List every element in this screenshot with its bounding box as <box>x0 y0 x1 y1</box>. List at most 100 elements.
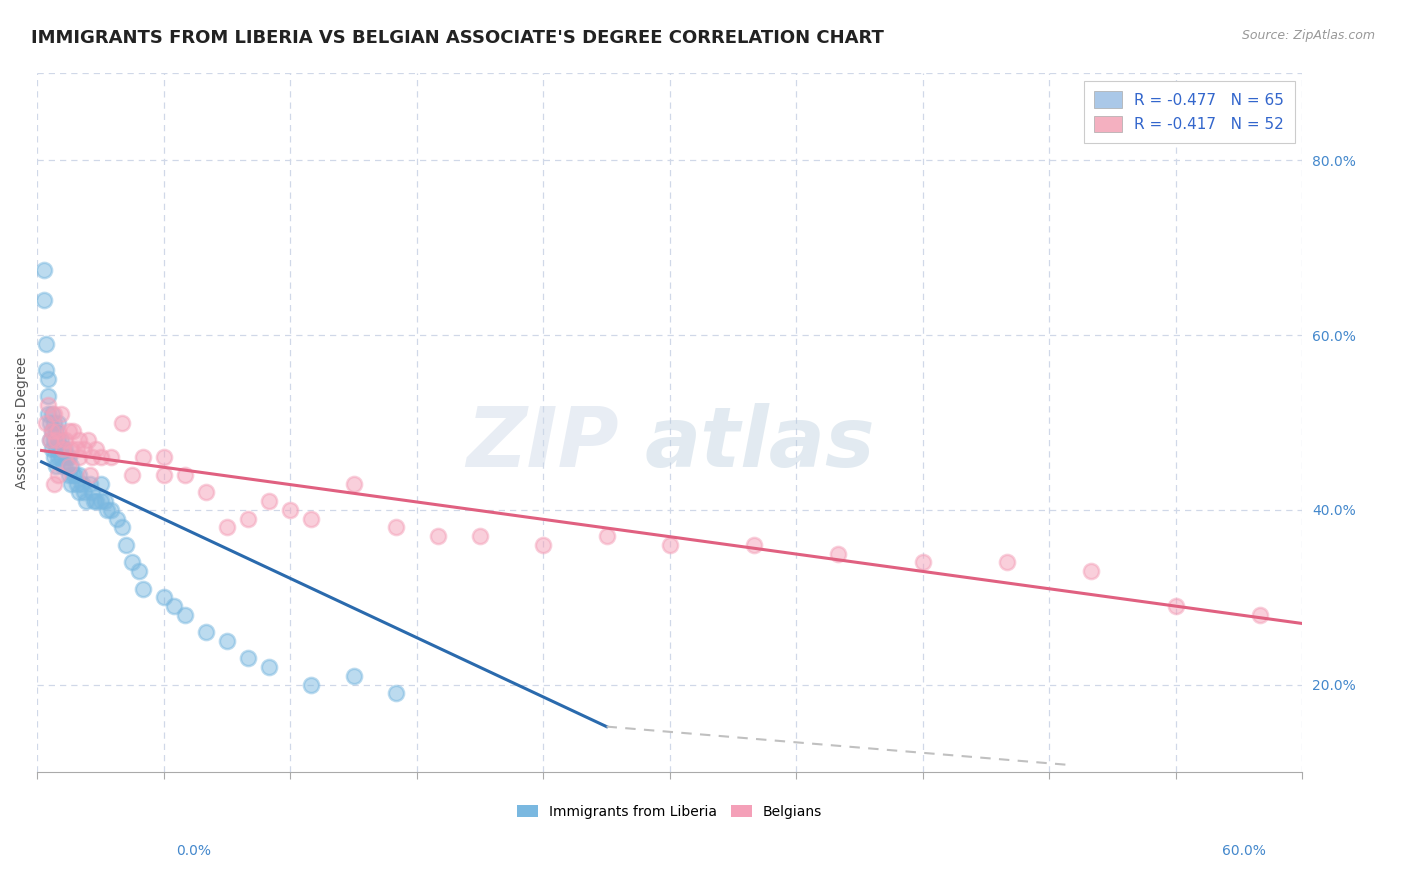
Point <box>48 416 70 430</box>
Point <box>60 459 83 474</box>
Point <box>41 424 63 438</box>
Point <box>426 529 449 543</box>
Point <box>77 433 100 447</box>
Point <box>121 467 143 482</box>
Point <box>384 686 406 700</box>
Point <box>257 660 280 674</box>
Point <box>128 564 150 578</box>
Point <box>153 591 176 605</box>
Point <box>49 407 72 421</box>
Point <box>163 599 186 613</box>
Point <box>83 494 105 508</box>
Point <box>62 424 84 438</box>
Point <box>49 433 72 447</box>
Point <box>39 433 62 447</box>
Point <box>79 476 101 491</box>
Point <box>60 442 83 456</box>
Point <box>37 372 59 386</box>
Point <box>1164 599 1187 613</box>
Point <box>58 467 80 482</box>
Point <box>62 467 84 482</box>
Point <box>1080 564 1102 578</box>
Point <box>69 433 91 447</box>
Point <box>41 442 63 456</box>
Point <box>52 442 75 456</box>
Point <box>342 476 364 491</box>
Point <box>66 442 89 456</box>
Point <box>827 547 849 561</box>
Point <box>58 450 80 465</box>
Point <box>52 442 75 456</box>
Point <box>44 433 66 447</box>
Point <box>60 476 83 491</box>
Point <box>82 450 104 465</box>
Point <box>100 503 122 517</box>
Point <box>44 416 66 430</box>
Point <box>44 407 66 421</box>
Point <box>35 416 58 430</box>
Point <box>79 467 101 482</box>
Point <box>58 459 80 474</box>
Point <box>153 450 176 465</box>
Point <box>107 511 129 525</box>
Point <box>90 476 112 491</box>
Y-axis label: Associate's Degree: Associate's Degree <box>15 356 30 489</box>
Point <box>195 625 218 640</box>
Point <box>174 607 197 622</box>
Point <box>69 450 91 465</box>
Point <box>48 424 70 438</box>
Point <box>75 494 97 508</box>
Point <box>236 511 259 525</box>
Point <box>96 503 118 517</box>
Text: atlas: atlas <box>644 403 875 484</box>
Point <box>100 450 122 465</box>
Point <box>1249 607 1271 622</box>
Point <box>48 433 70 447</box>
Point <box>742 538 765 552</box>
Point <box>32 293 55 308</box>
Point <box>217 634 239 648</box>
Point <box>69 467 91 482</box>
Point <box>132 582 155 596</box>
Point <box>53 433 76 447</box>
Point <box>45 442 67 456</box>
Point <box>995 555 1018 569</box>
Text: 0.0%: 0.0% <box>176 844 211 858</box>
Point <box>44 476 66 491</box>
Point <box>236 651 259 665</box>
Point <box>217 520 239 534</box>
Point <box>37 398 59 412</box>
Point <box>658 538 681 552</box>
Point <box>35 337 58 351</box>
Point <box>53 442 76 456</box>
Point <box>45 459 67 474</box>
Point <box>45 424 67 438</box>
Point <box>44 450 66 465</box>
Point <box>132 450 155 465</box>
Point <box>73 442 96 456</box>
Point <box>37 389 59 403</box>
Legend: Immigrants from Liberia, Belgians: Immigrants from Liberia, Belgians <box>512 799 828 824</box>
Point <box>82 485 104 500</box>
Point <box>911 555 934 569</box>
Point <box>37 407 59 421</box>
Point <box>58 424 80 438</box>
Point <box>41 407 63 421</box>
Point <box>41 424 63 438</box>
Point <box>45 433 67 447</box>
Text: 60.0%: 60.0% <box>1222 844 1265 858</box>
Point <box>56 450 79 465</box>
Point <box>86 442 108 456</box>
Point <box>39 433 62 447</box>
Point <box>278 503 301 517</box>
Point <box>342 669 364 683</box>
Point <box>115 538 138 552</box>
Point <box>121 555 143 569</box>
Text: IMMIGRANTS FROM LIBERIA VS BELGIAN ASSOCIATE'S DEGREE CORRELATION CHART: IMMIGRANTS FROM LIBERIA VS BELGIAN ASSOC… <box>31 29 884 46</box>
Point <box>52 459 75 474</box>
Point <box>39 416 62 430</box>
Point <box>299 678 322 692</box>
Point <box>70 476 93 491</box>
Point <box>35 363 58 377</box>
Point <box>48 467 70 482</box>
